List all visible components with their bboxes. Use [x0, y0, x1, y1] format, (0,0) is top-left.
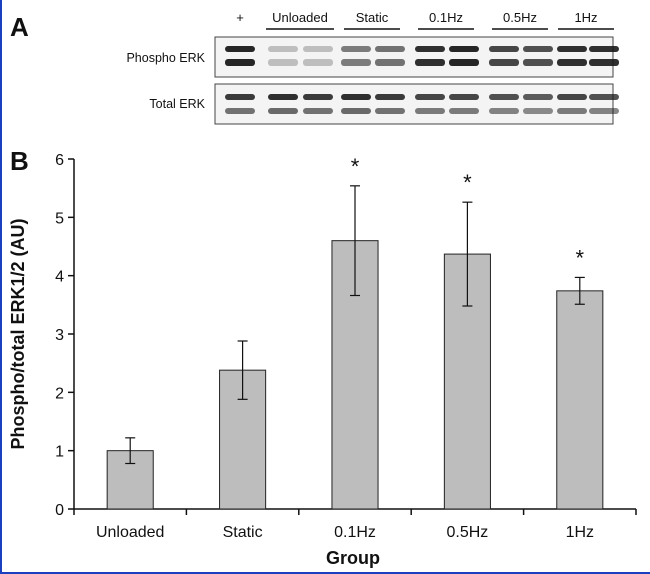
significance-marker: * — [576, 245, 585, 270]
phospho-band-upper — [303, 46, 333, 52]
total-band-upper — [415, 94, 445, 100]
total-band-upper — [589, 94, 619, 100]
total-band-upper — [375, 94, 405, 100]
blot-phospho-box — [214, 36, 614, 78]
total-band-upper — [303, 94, 333, 100]
phospho-band-lower — [375, 59, 405, 66]
y-axis-title: Phospho/total ERK1/2 (AU) — [8, 218, 28, 449]
total-band-lower — [268, 108, 298, 114]
total-band-lower — [557, 108, 587, 114]
total-band-upper — [557, 94, 587, 100]
lane-label-positive: + — [236, 10, 244, 25]
total-band-lower — [341, 108, 371, 114]
x-tick-label: Static — [223, 524, 263, 541]
total-band-upper — [268, 94, 298, 100]
bar-1hz — [556, 290, 604, 510]
phospho-band-lower — [589, 59, 619, 66]
phospho-band-lower — [449, 59, 479, 66]
y-tick-label: 3 — [55, 327, 64, 344]
phospho-band-lower — [303, 59, 333, 66]
total-band-lower — [489, 108, 519, 114]
blot-bands — [225, 46, 619, 114]
phospho-band-lower — [489, 59, 519, 66]
panel-b-label: B — [10, 146, 29, 176]
lane-label-05hz: 0.5Hz — [503, 10, 537, 25]
total-band-lower — [449, 108, 479, 114]
phospho-band-lower — [523, 59, 553, 66]
phospho-band-lower — [415, 59, 445, 66]
significance-marker: * — [463, 170, 472, 195]
phospho-band-upper — [375, 46, 405, 52]
phospho-band-lower — [557, 59, 587, 66]
lane-label-static: Static — [356, 10, 389, 25]
bar-01hz — [331, 240, 379, 510]
phospho-band-upper — [523, 46, 553, 52]
phospho-band-upper — [557, 46, 587, 52]
y-axis: 0 1 2 3 4 5 6 — [55, 152, 75, 519]
phospho-band-lower — [341, 59, 371, 66]
x-axis-title: Group — [326, 548, 380, 568]
total-band-lower — [225, 108, 255, 114]
y-tick-label: 1 — [55, 444, 64, 461]
x-tick-label: 1Hz — [566, 524, 594, 541]
total-band-lower — [523, 108, 553, 114]
y-tick-label: 0 — [55, 502, 64, 519]
y-tick-label: 2 — [55, 385, 64, 402]
total-band-upper — [449, 94, 479, 100]
phospho-band-upper — [268, 46, 298, 52]
phospho-band-upper — [449, 46, 479, 52]
total-band-lower — [375, 108, 405, 114]
phospho-band-upper — [589, 46, 619, 52]
row-label-total: Total ERK — [149, 97, 205, 111]
lane-label-unloaded: Unloaded — [272, 10, 328, 25]
x-axis: Unloaded Static 0.1Hz 0.5Hz 1Hz — [73, 508, 637, 541]
phospho-band-upper — [489, 46, 519, 52]
phospho-band-lower — [225, 59, 255, 66]
y-tick-label: 4 — [55, 269, 64, 286]
y-tick-label: 6 — [55, 152, 64, 169]
total-band-lower — [303, 108, 333, 114]
panel-a-label: A — [10, 12, 29, 42]
bars: * * * — [106, 154, 604, 510]
phospho-band-lower — [268, 59, 298, 66]
total-band-upper — [489, 94, 519, 100]
x-tick-label: 0.1Hz — [334, 524, 376, 541]
lane-label-01hz: 0.1Hz — [429, 10, 463, 25]
total-band-lower — [415, 108, 445, 114]
total-band-upper — [341, 94, 371, 100]
x-tick-label: 0.5Hz — [447, 524, 489, 541]
y-tick-label: 5 — [55, 210, 64, 227]
total-band-lower — [589, 108, 619, 114]
significance-marker: * — [351, 154, 360, 179]
phospho-band-upper — [341, 46, 371, 52]
row-label-phospho: Phospho ERK — [126, 51, 205, 65]
blot-total-box — [214, 83, 614, 125]
lane-labels: + Unloaded Static 0.1Hz 0.5Hz 1Hz — [236, 10, 597, 25]
total-band-upper — [225, 94, 255, 100]
phospho-band-upper — [415, 46, 445, 52]
total-band-upper — [523, 94, 553, 100]
lane-label-1hz: 1Hz — [574, 10, 597, 25]
phospho-band-upper — [225, 46, 255, 52]
x-tick-label: Unloaded — [96, 524, 165, 541]
